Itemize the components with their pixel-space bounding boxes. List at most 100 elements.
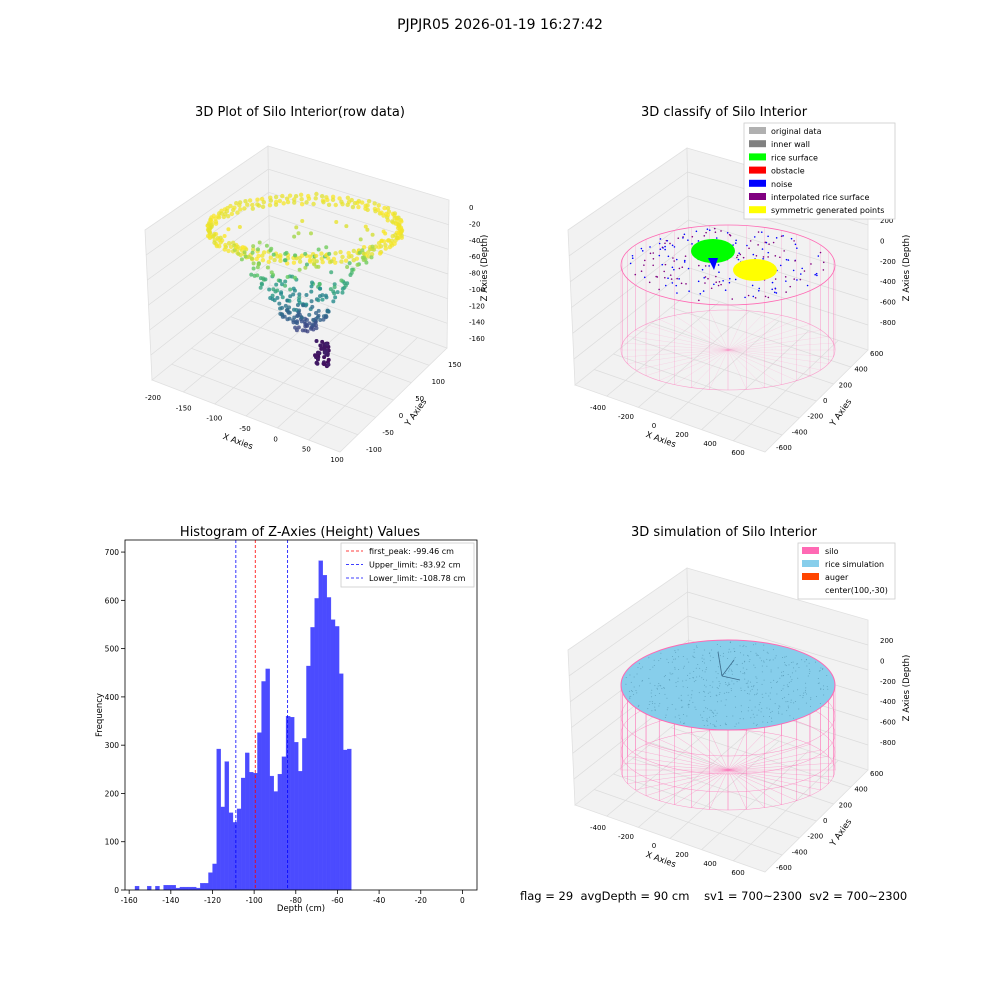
rice-mesh-point <box>693 649 695 651</box>
data-point <box>349 197 354 203</box>
silo-wireframe-line <box>635 349 729 371</box>
interpolated-point <box>717 264 720 266</box>
data-point <box>304 302 309 307</box>
data-point <box>314 259 319 264</box>
rice-mesh-point <box>746 668 748 670</box>
rice-mesh-point <box>715 671 717 673</box>
interpolated-point <box>739 253 742 256</box>
data-point <box>243 254 248 259</box>
rice-mesh-point <box>787 674 789 676</box>
rice-mesh-point <box>687 686 689 688</box>
data-point <box>299 196 304 202</box>
data-point <box>382 205 387 211</box>
rice-mesh-point <box>693 656 695 658</box>
data-point <box>376 203 381 208</box>
data-point <box>293 253 298 258</box>
data-point <box>329 270 334 275</box>
data-point <box>385 212 391 218</box>
data-point <box>254 256 259 262</box>
rice-mesh-point <box>650 692 652 694</box>
rice-mesh-point <box>653 659 655 661</box>
rice-mesh-point <box>733 658 735 660</box>
rice-mesh-point <box>707 724 709 726</box>
rice-mesh-point <box>710 723 712 725</box>
y-tick-label: 700 <box>105 548 120 557</box>
rice-mesh-point <box>716 695 718 697</box>
data-point <box>333 295 338 300</box>
data-point <box>294 225 299 230</box>
rice-mesh-point <box>797 677 799 679</box>
data-point <box>360 255 365 260</box>
silo-wireframe-line <box>727 349 797 381</box>
data-point <box>350 204 356 210</box>
grid-line <box>268 191 449 250</box>
interpolated-point <box>735 239 737 242</box>
rice-mesh-point <box>706 667 708 669</box>
legend-label: original data <box>771 127 822 136</box>
x-tick-label: 50 <box>302 446 311 454</box>
data-point <box>366 199 372 204</box>
interpolated-point <box>683 233 686 236</box>
rice-mesh-point <box>658 705 660 707</box>
rice-mesh-point <box>716 701 718 703</box>
data-point <box>283 279 288 284</box>
data-point <box>340 286 345 291</box>
interpolated-point <box>784 276 787 278</box>
rice-mesh-point <box>682 667 684 669</box>
rice-mesh-point <box>753 722 755 724</box>
rice-mesh-point <box>725 683 727 685</box>
rice-mesh-point <box>669 672 671 674</box>
rice-mesh-point <box>817 677 819 679</box>
data-point <box>216 215 222 220</box>
rice-mesh-point <box>796 663 798 665</box>
data-point <box>249 256 254 261</box>
rice-mesh-point <box>743 644 745 646</box>
data-point <box>305 329 310 334</box>
rice-mesh-point <box>785 655 787 657</box>
data-point <box>292 288 297 293</box>
rice-mesh-point <box>759 657 761 659</box>
data-point <box>291 292 296 297</box>
rice-mesh-point <box>734 696 736 698</box>
rice-mesh-point <box>739 645 741 647</box>
data-point <box>311 327 316 332</box>
interpolated-point <box>678 267 681 270</box>
rice-mesh-point <box>673 658 675 660</box>
data-point <box>237 224 242 229</box>
data-point <box>251 247 256 252</box>
x-tick-label: -400 <box>590 404 606 412</box>
rice-mesh-point <box>699 675 701 677</box>
silo-wireframe-line <box>645 744 729 771</box>
interpolated-point <box>669 242 671 245</box>
rice-mesh-point <box>781 675 783 677</box>
interpolated-point <box>631 257 634 259</box>
rice-mesh-point <box>704 695 706 697</box>
rice-mesh-point <box>797 689 799 691</box>
rice-mesh-point <box>677 649 679 651</box>
rice-mesh-point <box>742 718 744 720</box>
data-point <box>306 196 312 201</box>
histogram-bar <box>187 886 193 891</box>
interpolated-point <box>717 284 720 287</box>
rice-mesh-point <box>776 693 778 695</box>
data-point <box>357 250 362 255</box>
grid-line <box>687 591 869 646</box>
interpolated-point <box>664 276 666 279</box>
rice-mesh-point <box>756 714 758 716</box>
rice-mesh-point <box>667 707 669 709</box>
interpolated-point <box>771 288 774 291</box>
rice-mesh-point <box>787 686 789 688</box>
legend-label: center(100,-30) <box>825 586 888 595</box>
data-point <box>225 213 231 219</box>
y-tick-label: 200 <box>839 801 852 809</box>
rice-mesh-point <box>692 701 694 703</box>
rice-mesh-point <box>795 670 797 672</box>
rice-mesh-point <box>783 684 785 686</box>
interpolated-point <box>793 278 796 280</box>
interpolated-point <box>675 284 678 287</box>
rice-mesh-point <box>718 693 720 695</box>
rice-mesh-point <box>787 705 789 707</box>
data-point <box>263 277 268 282</box>
x-tick-label: 400 <box>703 440 716 448</box>
x-tick-label: -60 <box>331 896 343 905</box>
